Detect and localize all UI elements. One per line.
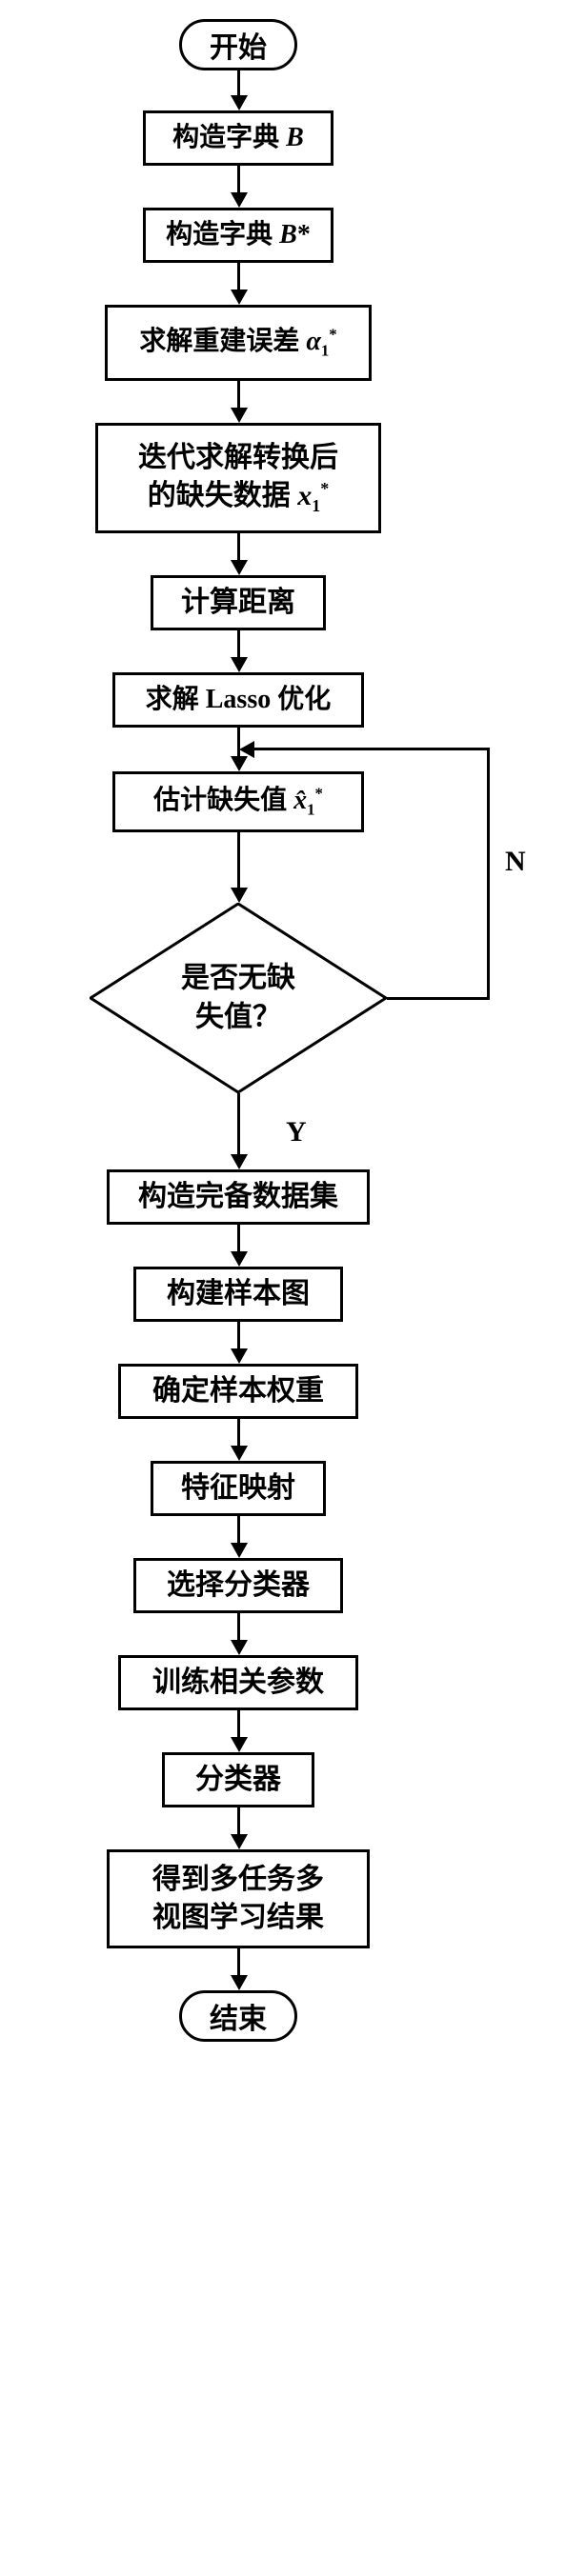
edge [237,263,240,290]
arrow-head-icon [231,1640,248,1655]
arrow-head-icon [231,408,248,423]
node-n14-label: 分类器 [195,1761,281,1800]
edge [237,1516,240,1543]
node-train-params: 训练相关参数 [118,1655,358,1710]
edge [237,1093,240,1154]
edge [237,1710,240,1737]
arrow-head-icon [239,741,254,758]
edge [237,1613,240,1640]
node-decision-no-missing: 是否无缺失值？ [90,903,387,1093]
node-build-sample-graph: 构建样本图 [133,1267,343,1322]
node-n2-label: 构造字典 B* [166,217,311,253]
node-construct-dict-b: 构造字典 B [143,110,333,166]
node-select-classifier: 选择分类器 [133,1558,343,1613]
flowchart-canvas: 开始 构造字典 B 构造字典 B* 求解重建误差 α1* 迭代求解转换后的缺失数… [0,0,586,2576]
arrow-head-icon [231,1154,248,1169]
edge [237,630,240,657]
edge-loop-h1 [387,997,490,1000]
arrow-head-icon [231,1348,248,1364]
node-classifier: 分类器 [162,1752,314,1807]
edge [237,70,240,95]
arrow-head-icon [231,290,248,305]
node-n3-label: 求解重建误差 α1* [139,324,336,362]
node-end: 结束 [179,1990,297,2042]
node-n12-label: 选择分类器 [167,1567,310,1606]
edge [237,533,240,560]
arrow-head-icon [231,1543,248,1558]
node-solve-recon-error: 求解重建误差 α1* [105,305,372,381]
node-n1-label: 构造字典 B [172,120,304,156]
arrow-head-icon [231,888,248,903]
node-result: 得到多任务多视图学习结果 [107,1849,370,1948]
arrow-head-icon [231,1446,248,1461]
node-end-label: 结束 [210,1995,267,2037]
node-build-complete-dataset: 构造完备数据集 [107,1169,370,1225]
arrow-head-icon [231,1834,248,1849]
node-estimate-missing: 估计缺失值 x̂1* [112,771,364,832]
node-n11-label: 特征映射 [181,1469,295,1508]
edge-loop-h2 [254,748,490,750]
node-compute-distance: 计算距离 [151,575,326,630]
node-n7-label: 估计缺失值 x̂1* [153,783,323,821]
arrow-head-icon [231,95,248,110]
node-n4-label: 迭代求解转换后的缺失数据 x1* [138,439,338,518]
edge [237,1948,240,1975]
node-n5-label: 计算距离 [181,584,295,623]
arrow-head-icon [231,1251,248,1267]
node-n10-label: 确定样本权重 [152,1372,324,1411]
node-start: 开始 [179,19,297,70]
node-n13-label: 训练相关参数 [152,1664,324,1703]
edge [237,1807,240,1834]
edge [237,832,240,888]
arrow-head-icon [231,756,248,771]
node-decision-label: 是否无缺失值？ [181,960,295,1037]
node-construct-dict-bstar: 构造字典 B* [143,208,333,263]
edge-label-no: N [505,846,526,878]
edge-loop-v [487,749,490,1000]
node-n9-label: 构建样本图 [167,1275,310,1314]
arrow-head-icon [231,1975,248,1990]
edge [237,381,240,408]
edge [237,1322,240,1348]
node-determine-sample-weight: 确定样本权重 [118,1364,358,1419]
arrow-head-icon [231,657,248,672]
node-iter-solve-missing: 迭代求解转换后的缺失数据 x1* [95,423,381,533]
node-n6-label: 求解 Lasso 优化 [146,682,331,718]
node-n8-label: 构造完备数据集 [138,1178,338,1217]
edge [237,166,240,192]
edge-label-yes: Y [286,1116,307,1148]
node-feature-mapping: 特征映射 [151,1461,326,1516]
edge [237,1225,240,1251]
node-start-label: 开始 [210,24,267,66]
edge [237,1419,240,1446]
arrow-head-icon [231,560,248,575]
arrow-head-icon [231,192,248,208]
arrow-head-icon [231,1737,248,1752]
node-solve-lasso: 求解 Lasso 优化 [112,672,364,728]
node-n15-label: 得到多任务多视图学习结果 [152,1861,324,1938]
